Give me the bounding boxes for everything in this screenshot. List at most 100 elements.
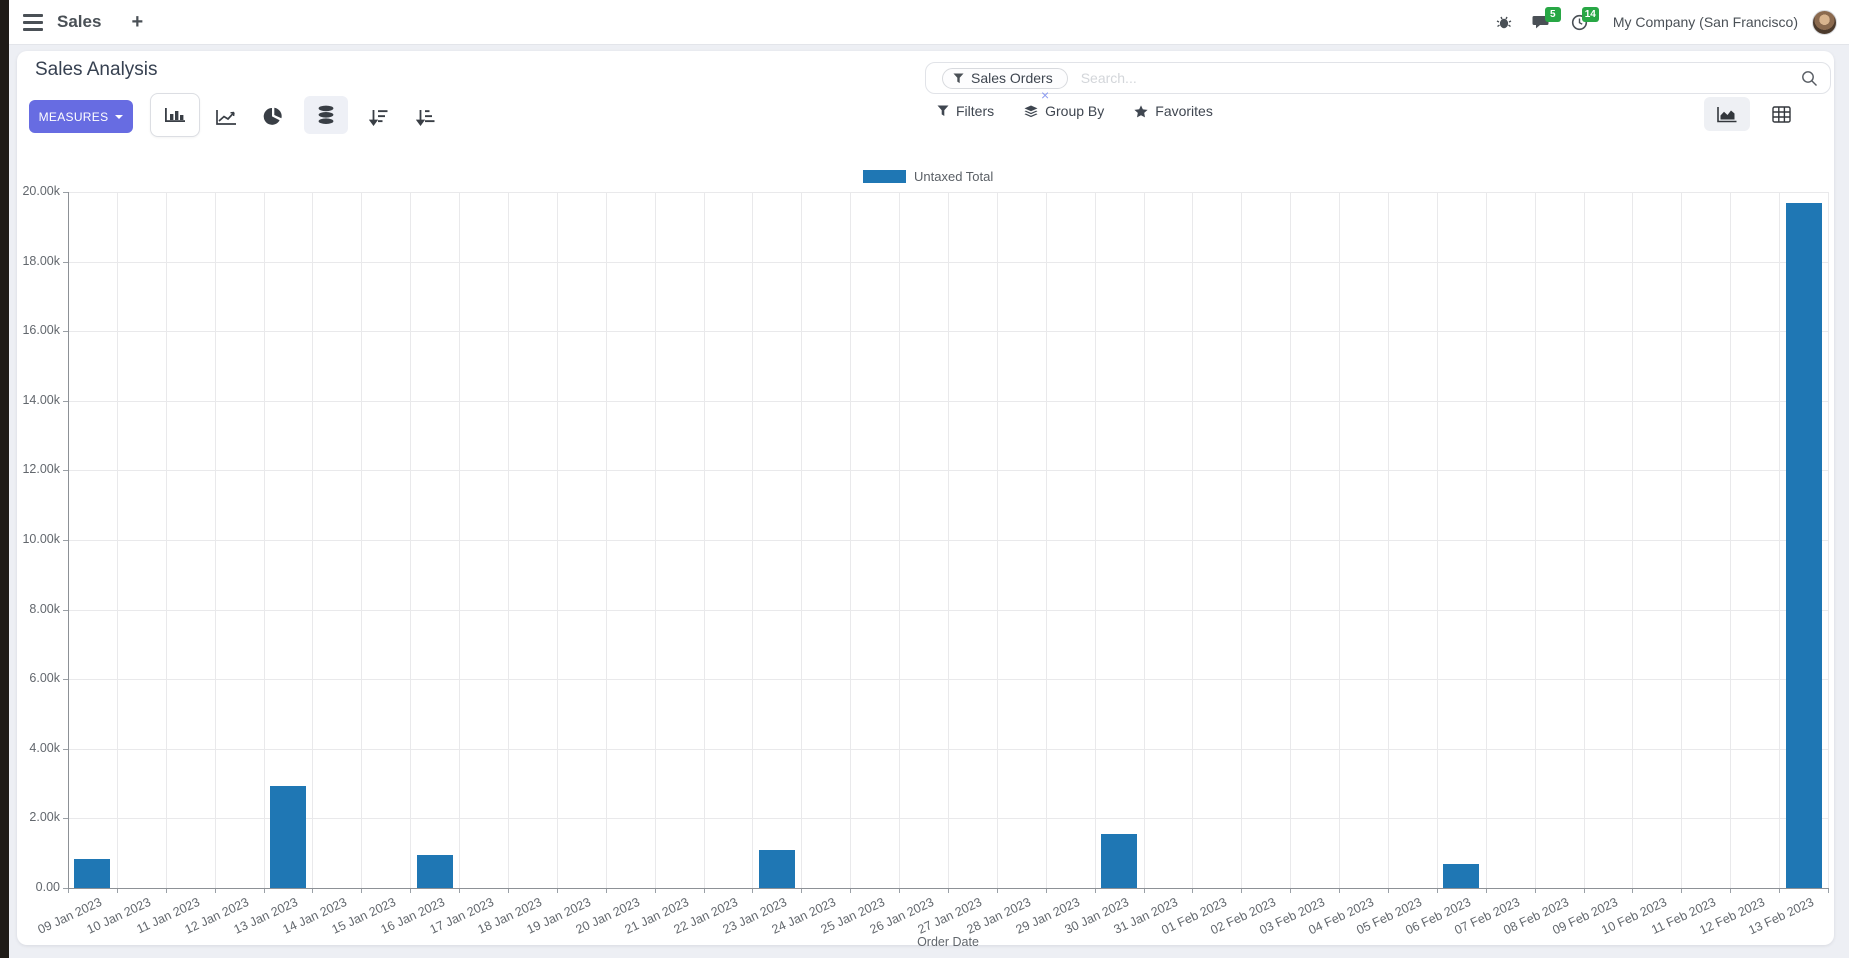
search-input[interactable]: Sales Orders Search... <box>925 62 1831 94</box>
bar-13-jan-2023[interactable] <box>270 785 306 888</box>
gridline <box>459 192 461 888</box>
line-chart-view-button[interactable] <box>204 98 248 136</box>
x-tick-mark <box>948 888 949 893</box>
y-tick-label: 10.00k <box>22 532 60 546</box>
gridline <box>1094 192 1096 888</box>
bar-09-jan-2023[interactable] <box>74 859 111 888</box>
sort-ascending-button[interactable] <box>403 98 447 136</box>
y-tick-label: 0.00 <box>35 880 60 894</box>
x-axis-title: Order Date <box>917 935 979 949</box>
search-icon[interactable] <box>1801 70 1818 87</box>
x-tick-mark <box>459 888 461 893</box>
measures-button[interactable]: MEASURES <box>29 100 133 133</box>
gridline <box>1779 192 1781 888</box>
legend-swatch <box>863 170 906 183</box>
x-tick-mark <box>1045 888 1047 893</box>
search-facet-label: Sales Orders <box>971 70 1053 86</box>
filters-button[interactable]: Filters <box>937 103 994 119</box>
messages-icon[interactable]: 5 <box>1527 7 1561 37</box>
gridline <box>116 192 118 888</box>
gridline <box>1045 192 1047 888</box>
stacked-toggle-button[interactable] <box>304 96 348 134</box>
gridline <box>1681 192 1683 888</box>
gridline <box>1388 192 1389 888</box>
measures-label: MEASURES <box>38 109 109 124</box>
pivot-view-button[interactable] <box>1758 97 1804 131</box>
x-axis-line <box>68 888 1829 889</box>
gridline <box>361 192 363 888</box>
x-tick-mark <box>1192 888 1194 893</box>
content-panel: Sales Analysis Sales Orders Search... × … <box>17 51 1834 949</box>
y-tick-mark <box>63 609 68 611</box>
y-tick-mark <box>63 331 68 333</box>
plot-area: 0.00 2.00k 4.00k 6.00k 8.00k 10.00k 12.00k 14.0… <box>17 51 1834 945</box>
x-tick-mark <box>1290 888 1292 893</box>
pie-chart-view-button[interactable] <box>251 98 295 136</box>
bar-chart-view-button[interactable] <box>150 93 200 137</box>
x-tick-mark <box>850 888 852 893</box>
gridline <box>752 192 754 888</box>
y-tick-label: 16.00k <box>22 323 60 338</box>
gridline <box>801 192 803 888</box>
bar-06-feb-2023[interactable] <box>1443 864 1480 888</box>
gridline <box>263 192 265 888</box>
debug-bug-icon[interactable] <box>1489 7 1519 37</box>
y-tick-label: 20.00k <box>22 184 60 198</box>
search-options: Filters Group By Favorites <box>937 103 1213 119</box>
bar-30-jan-2023[interactable] <box>1101 834 1138 888</box>
x-tick-mark <box>1730 888 1732 893</box>
bar-23-jan-2023[interactable] <box>758 850 795 888</box>
line-chart-icon <box>216 110 236 125</box>
legend-item[interactable]: Untaxed Total <box>863 169 993 184</box>
gridline <box>703 192 705 888</box>
window-edge <box>0 0 9 958</box>
gridline <box>948 192 949 888</box>
x-tick-mark <box>556 888 558 893</box>
y-tick-mark <box>63 192 68 193</box>
star-icon <box>1134 104 1148 117</box>
search-facet-sales-orders[interactable]: Sales Orders <box>942 67 1068 89</box>
y-axis-line <box>68 192 69 888</box>
y-tick-label: 8.00k <box>29 601 60 616</box>
gridline <box>508 192 509 888</box>
activities-clock-icon[interactable]: 14 <box>1565 7 1599 37</box>
layers-icon <box>1024 105 1038 117</box>
x-tick-mark <box>1436 888 1438 893</box>
filter-funnel-icon <box>953 72 964 83</box>
favorites-button[interactable]: Favorites <box>1134 103 1213 119</box>
group-by-button[interactable]: Group By <box>1024 103 1104 119</box>
bar-16-jan-2023[interactable] <box>416 855 453 888</box>
gridline <box>1632 192 1634 888</box>
company-switcher[interactable]: My Company (San Francisco) <box>1612 14 1798 30</box>
x-tick-mark <box>214 888 216 893</box>
sort-descending-button[interactable] <box>356 98 400 136</box>
app-name[interactable]: Sales <box>57 12 102 31</box>
activities-count-badge: 14 <box>1581 7 1599 22</box>
gridline <box>1583 192 1585 888</box>
gridline <box>1828 192 1829 888</box>
x-tick-mark <box>703 888 705 893</box>
apps-menu-icon[interactable] <box>23 13 43 31</box>
y-tick-mark <box>63 400 68 402</box>
x-tick-mark <box>1485 888 1487 893</box>
y-tick-mark <box>63 261 68 263</box>
facet-remove-icon[interactable]: × <box>1041 87 1050 103</box>
gridline <box>1290 192 1292 888</box>
graph-view-button[interactable] <box>1704 97 1750 131</box>
bar-13-feb-2023[interactable] <box>1785 203 1822 888</box>
legend-label: Untaxed Total <box>914 169 994 184</box>
y-tick-mark <box>63 540 68 541</box>
x-tick-mark <box>1143 888 1145 893</box>
x-tick-mark <box>410 888 412 893</box>
x-tick-mark <box>263 888 265 893</box>
y-tick-label: 2.00k <box>29 810 60 825</box>
new-tab-plus-icon[interactable]: + <box>131 11 144 33</box>
view-switcher <box>1704 97 1804 131</box>
x-tick-mark <box>68 888 69 893</box>
x-tick-mark <box>1583 888 1585 893</box>
messages-count-badge: 5 <box>1544 7 1561 22</box>
x-tick-mark <box>801 888 803 893</box>
user-avatar[interactable] <box>1812 9 1837 35</box>
y-tick-label: 4.00k <box>29 740 60 755</box>
x-tick-mark <box>361 888 363 893</box>
